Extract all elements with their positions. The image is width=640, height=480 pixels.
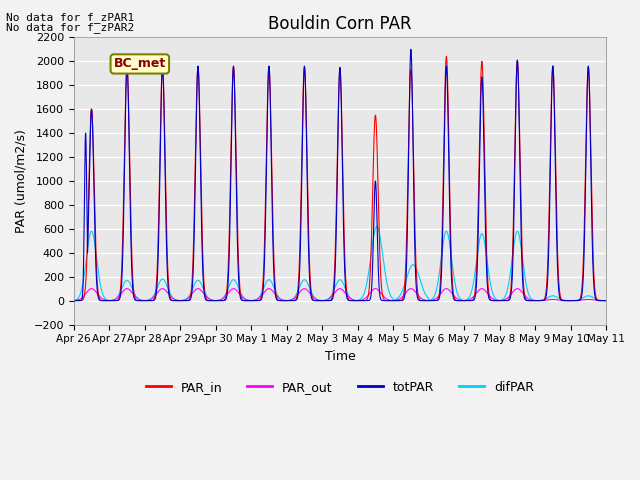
difPAR — [602, 298, 609, 303]
PAR_out — [460, 298, 467, 303]
PAR_in — [429, 298, 437, 303]
totPAR — [166, 295, 173, 300]
PAR_out — [602, 298, 609, 303]
PAR_out — [490, 296, 497, 302]
totPAR — [320, 298, 328, 303]
difPAR — [460, 298, 467, 303]
Line: PAR_out: PAR_out — [74, 288, 606, 300]
difPAR — [373, 224, 381, 229]
totPAR — [460, 298, 467, 303]
PAR_out — [430, 297, 438, 302]
difPAR — [320, 298, 328, 303]
Line: totPAR: totPAR — [74, 49, 606, 300]
difPAR — [490, 292, 497, 298]
X-axis label: Time: Time — [324, 350, 355, 363]
PAR_out — [88, 286, 95, 291]
PAR_in — [442, 54, 450, 60]
PAR_in — [602, 298, 609, 303]
PAR_in — [320, 298, 328, 303]
Text: No data for f_zPAR2: No data for f_zPAR2 — [6, 22, 134, 33]
Line: difPAR: difPAR — [74, 227, 606, 300]
difPAR — [430, 294, 438, 300]
difPAR — [166, 289, 173, 295]
PAR_in — [602, 298, 610, 303]
totPAR — [490, 298, 497, 303]
difPAR — [70, 298, 77, 303]
Line: PAR_in: PAR_in — [74, 57, 606, 300]
difPAR — [602, 298, 610, 303]
totPAR — [602, 298, 610, 303]
Text: No data for f_zPAR1: No data for f_zPAR1 — [6, 12, 134, 23]
PAR_out — [320, 298, 328, 303]
Y-axis label: PAR (umol/m2/s): PAR (umol/m2/s) — [15, 129, 28, 233]
totPAR — [602, 298, 609, 303]
PAR_out — [70, 298, 77, 303]
Text: BC_met: BC_met — [114, 58, 166, 71]
totPAR — [430, 298, 438, 303]
totPAR — [70, 298, 77, 303]
PAR_in — [166, 290, 173, 296]
totPAR — [407, 47, 415, 52]
PAR_out — [166, 292, 173, 298]
Title: Bouldin Corn PAR: Bouldin Corn PAR — [268, 15, 412, 33]
PAR_in — [70, 298, 77, 303]
PAR_out — [602, 298, 610, 303]
PAR_in — [490, 298, 497, 303]
PAR_in — [460, 298, 467, 303]
Legend: PAR_in, PAR_out, totPAR, difPAR: PAR_in, PAR_out, totPAR, difPAR — [141, 376, 540, 399]
